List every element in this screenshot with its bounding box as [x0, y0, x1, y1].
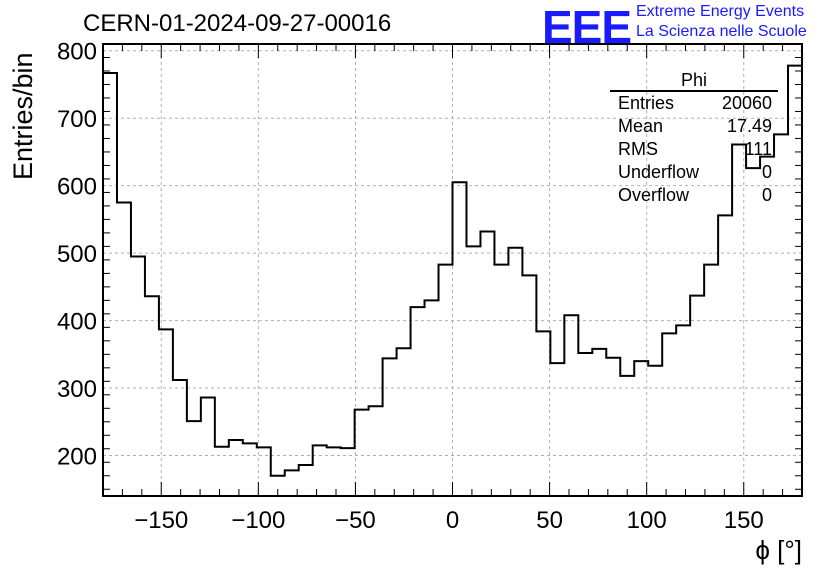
- histogram-bin: [271, 476, 285, 496]
- histogram-bin: [159, 329, 173, 496]
- histogram-bin: [536, 331, 550, 496]
- x-tick-label: 0: [446, 507, 459, 534]
- x-tick-label: −150: [134, 507, 188, 534]
- stats-value: 111: [744, 139, 772, 159]
- histogram-bin: [592, 349, 606, 496]
- histogram-bin: [341, 448, 355, 496]
- histogram-bin: [453, 182, 467, 496]
- x-tick-label: 100: [627, 507, 667, 534]
- histogram-bin: [634, 361, 648, 496]
- histogram-bin: [522, 275, 536, 496]
- stats-row-rms: RMS 111: [610, 138, 778, 161]
- stats-row-overflow: Overflow 0: [610, 184, 778, 207]
- histogram-bin: [788, 66, 802, 496]
- y-tick-label: 200: [57, 444, 97, 471]
- histogram-bin: [480, 232, 494, 496]
- histogram-bin: [369, 406, 383, 496]
- histogram-bin: [131, 257, 145, 496]
- histogram-bin: [327, 447, 341, 496]
- histogram-bin: [746, 168, 760, 496]
- histogram-bin: [704, 265, 718, 496]
- y-tick-label: 700: [57, 106, 97, 133]
- histogram-bin: [425, 300, 439, 496]
- stats-label: Underflow: [618, 162, 700, 182]
- x-tick-label: 50: [536, 507, 563, 534]
- histogram-bin: [103, 73, 117, 496]
- histogram-bin: [760, 157, 774, 496]
- y-tick-label: 400: [57, 309, 97, 336]
- histogram-bin: [606, 358, 620, 496]
- histogram-bin: [620, 376, 634, 496]
- stats-value: 0: [761, 185, 772, 205]
- histogram-bin: [173, 380, 187, 496]
- histogram-bin: [117, 203, 131, 496]
- logo-caption: Extreme Energy Events La Scienza nelle S…: [636, 2, 807, 42]
- y-tick-label: 500: [57, 241, 97, 268]
- histogram-bin: [648, 366, 662, 496]
- histogram-bin: [411, 307, 425, 496]
- plot-frame: [102, 43, 803, 497]
- stats-value: 20060: [721, 93, 772, 113]
- stats-label: Mean: [618, 116, 664, 136]
- stats-box: Phi Entries 20060 Mean 17.49 RMS 111 Und…: [610, 70, 778, 207]
- histogram-bin: [508, 248, 522, 496]
- histogram-bin: [229, 440, 243, 496]
- histogram-bin: [439, 265, 453, 496]
- y-tick-label: 800: [57, 39, 97, 66]
- y-tick-label: 600: [57, 174, 97, 201]
- stats-label: Entries: [618, 93, 675, 113]
- stats-label: Overflow: [618, 185, 690, 205]
- histogram-bin: [299, 465, 313, 496]
- histogram-bin: [201, 398, 215, 496]
- histogram-bin: [215, 447, 229, 496]
- stats-row-underflow: Underflow 0: [610, 161, 778, 184]
- y-tick-label: 300: [57, 376, 97, 403]
- histogram-bin: [145, 296, 159, 496]
- stats-label: RMS: [618, 139, 658, 159]
- stats-row-mean: Mean 17.49: [610, 115, 778, 138]
- stats-value: 17.49: [726, 116, 772, 136]
- histogram-bin: [718, 215, 732, 496]
- histogram-bin: [676, 325, 690, 496]
- histogram-bin: [690, 296, 704, 496]
- histogram-bin: [313, 445, 327, 496]
- histogram-bin: [550, 363, 564, 496]
- histogram-bin: [494, 265, 508, 496]
- eee-logo: EEE: [542, 1, 632, 53]
- histogram-bin: [355, 410, 369, 496]
- histogram-bin: [662, 333, 676, 496]
- stats-row-entries: Entries 20060: [610, 92, 778, 115]
- x-tick-label: −100: [231, 507, 285, 534]
- y-axis-label: Entries/bin: [8, 52, 38, 180]
- logo-caption-line1: Extreme Energy Events: [636, 3, 805, 20]
- x-tick-label: −50: [335, 507, 376, 534]
- stats-title: Phi: [610, 70, 778, 92]
- histogram-bin: [564, 315, 578, 496]
- chart-title: CERN-01-2024-09-27-00016: [83, 10, 392, 37]
- histogram-bin: [257, 447, 271, 496]
- x-axis-label: ϕ [°]: [755, 535, 802, 565]
- histogram-bin: [285, 470, 299, 496]
- logo-caption-line2: La Scienza nelle Scuole: [636, 23, 807, 40]
- x-tick-label: 150: [724, 507, 764, 534]
- histogram-bin: [397, 348, 411, 496]
- histogram-bin: [383, 358, 397, 496]
- histogram-bin: [187, 421, 201, 496]
- histogram-bin: [243, 443, 257, 496]
- histogram-bin: [578, 353, 592, 496]
- stats-value: 0: [761, 162, 772, 182]
- histogram-outline: [102, 64, 802, 496]
- histogram-bin: [466, 246, 480, 496]
